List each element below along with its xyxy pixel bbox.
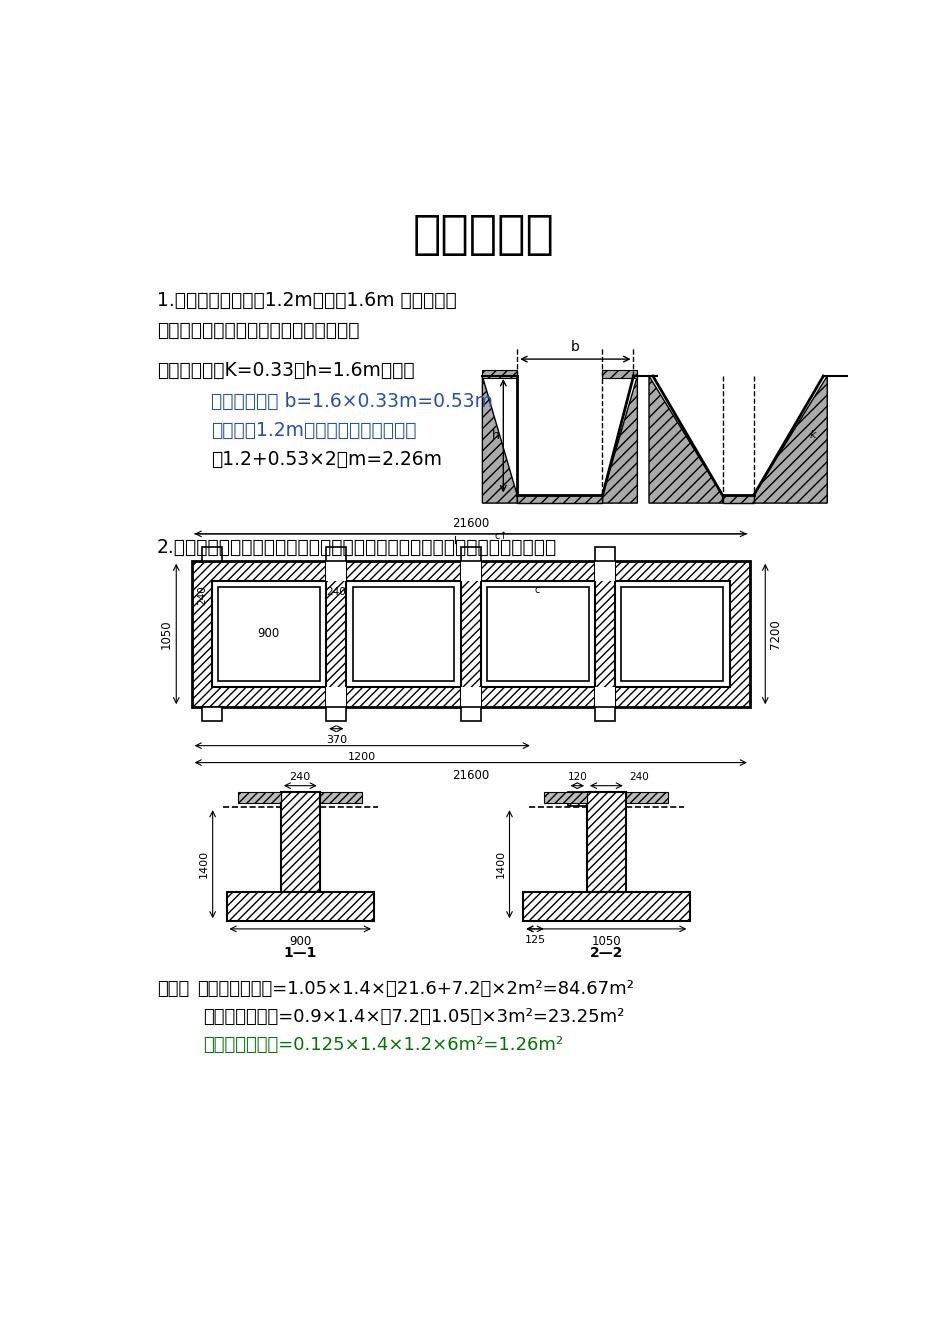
Polygon shape bbox=[649, 376, 722, 503]
Text: 1.如下图所示，底宽1.2m，挖深1.6m 土质为三类: 1.如下图所示，底宽1.2m，挖深1.6m 土质为三类 bbox=[157, 291, 456, 310]
Text: 900: 900 bbox=[289, 935, 311, 948]
Text: 2.某地槽开挖如下图所示，不放坡，不设工作面，三类土。试计算其综合基价。: 2.某地槽开挖如下图所示，不放坡，不设工作面，三类土。试计算其综合基价。 bbox=[157, 537, 557, 556]
Text: 内墙地槽工程量=0.9×1.4×（7.2－1.05）×3m²=23.25m²: 内墙地槽工程量=0.9×1.4×（7.2－1.05）×3m²=23.25m² bbox=[203, 1008, 624, 1027]
Bar bbox=[326, 687, 346, 707]
Text: 240: 240 bbox=[196, 584, 207, 604]
Text: 21600: 21600 bbox=[451, 769, 489, 782]
Bar bbox=[352, 587, 454, 681]
Bar bbox=[218, 587, 320, 681]
Bar bbox=[202, 547, 222, 560]
Text: 120: 120 bbox=[567, 771, 587, 782]
Bar bbox=[460, 687, 480, 707]
Bar bbox=[481, 370, 516, 377]
Bar bbox=[595, 687, 615, 707]
Bar bbox=[595, 547, 615, 560]
Text: 1200: 1200 bbox=[347, 751, 376, 762]
Text: h: h bbox=[492, 429, 499, 441]
Bar bbox=[722, 496, 752, 503]
Text: 370: 370 bbox=[326, 735, 346, 745]
Text: c: c bbox=[534, 586, 540, 595]
Bar bbox=[523, 892, 689, 921]
Bar bbox=[516, 496, 602, 503]
Text: 1400: 1400 bbox=[198, 850, 209, 878]
Text: 240: 240 bbox=[289, 771, 311, 782]
Text: 土石方工程: 土石方工程 bbox=[413, 213, 554, 258]
Text: 外墙地槽工程量=1.05×1.4×（21.6+7.2）×2m²=84.67m²: 外墙地槽工程量=1.05×1.4×（21.6+7.2）×2m²=84.67m² bbox=[197, 980, 633, 999]
Text: 7200: 7200 bbox=[768, 619, 782, 648]
Bar bbox=[544, 792, 586, 804]
Polygon shape bbox=[481, 376, 516, 503]
Bar bbox=[319, 792, 362, 804]
Bar bbox=[460, 560, 480, 580]
Bar bbox=[586, 792, 625, 892]
Text: 土，求人工挖地槽两侧边坡各放宽多少？: 土，求人工挖地槽两侧边坡各放宽多少？ bbox=[157, 321, 359, 340]
Text: c↑: c↑ bbox=[495, 531, 508, 541]
Text: 【解】已知：K=0.33，h=1.6m，则：: 【解】已知：K=0.33，h=1.6m，则： bbox=[157, 361, 414, 380]
Text: 每边放坡宽度 b=1.6×0.33m=0.53m: 每边放坡宽度 b=1.6×0.33m=0.53m bbox=[211, 392, 493, 410]
Bar bbox=[280, 792, 319, 892]
Text: （1.2+0.53×2）m=2.26m: （1.2+0.53×2）m=2.26m bbox=[211, 451, 442, 469]
Bar bbox=[602, 370, 636, 377]
Text: k: k bbox=[809, 431, 815, 440]
Text: 附垛地槽工程量=0.125×1.4×1.2×6m²=1.26m²: 附垛地槽工程量=0.125×1.4×1.2×6m²=1.26m² bbox=[203, 1036, 563, 1054]
Bar bbox=[621, 587, 723, 681]
Bar bbox=[486, 587, 588, 681]
Bar bbox=[460, 560, 480, 707]
Text: 1400: 1400 bbox=[495, 850, 505, 878]
Bar bbox=[202, 707, 222, 721]
Text: 1050: 1050 bbox=[591, 935, 620, 948]
Bar bbox=[238, 792, 280, 804]
Bar bbox=[326, 707, 346, 721]
Bar bbox=[567, 792, 586, 806]
Bar bbox=[326, 560, 346, 707]
Text: 240: 240 bbox=[326, 587, 346, 596]
Text: 地槽底宽1.2m，放坡后上口宽度为：: 地槽底宽1.2m，放坡后上口宽度为： bbox=[211, 421, 416, 440]
Bar bbox=[326, 547, 346, 560]
Text: 240: 240 bbox=[629, 771, 649, 782]
Polygon shape bbox=[752, 376, 826, 503]
Bar bbox=[211, 580, 729, 687]
Bar bbox=[227, 892, 374, 921]
Text: 【解】: 【解】 bbox=[157, 980, 189, 999]
Bar bbox=[460, 547, 480, 560]
Text: 900: 900 bbox=[257, 627, 279, 640]
Bar bbox=[326, 560, 346, 580]
Bar bbox=[460, 707, 480, 721]
Text: 21600: 21600 bbox=[451, 517, 489, 529]
Text: 2—2: 2—2 bbox=[589, 945, 622, 960]
Bar bbox=[595, 560, 615, 707]
Bar bbox=[625, 792, 667, 804]
Text: 1050: 1050 bbox=[160, 619, 172, 648]
Polygon shape bbox=[602, 376, 636, 503]
Text: 1—1: 1—1 bbox=[283, 945, 316, 960]
Bar bbox=[192, 560, 749, 707]
Bar bbox=[595, 707, 615, 721]
Bar bbox=[595, 560, 615, 580]
Text: 125: 125 bbox=[524, 935, 545, 945]
Text: b: b bbox=[570, 341, 580, 354]
